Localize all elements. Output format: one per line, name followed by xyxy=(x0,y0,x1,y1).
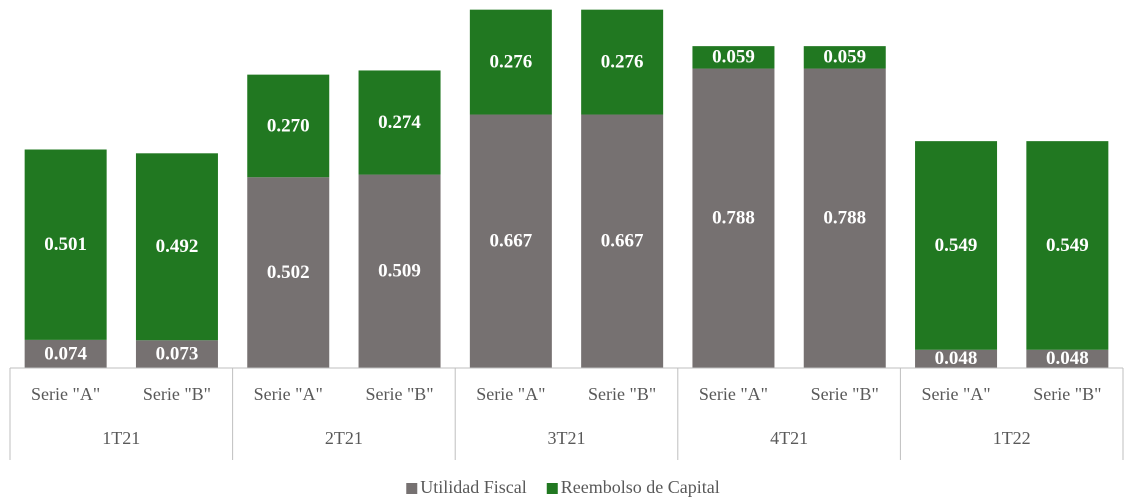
value-label: 0.276 xyxy=(601,51,644,72)
value-label: 0.074 xyxy=(44,343,87,364)
group-label: 1T21 xyxy=(102,428,140,448)
bar-segment xyxy=(692,68,775,368)
x-tick-label: Serie "B" xyxy=(588,384,656,404)
bar-segment xyxy=(1026,141,1109,350)
bar-segment xyxy=(247,177,330,368)
bar-segment xyxy=(358,174,441,368)
x-tick-label: Serie "A" xyxy=(476,384,545,404)
x-tick-label: Serie "A" xyxy=(31,384,100,404)
bar-segment xyxy=(581,9,664,115)
group-label: 1T22 xyxy=(993,428,1031,448)
x-tick-label: Serie "B" xyxy=(1033,384,1101,404)
x-tick-label: Serie "A" xyxy=(921,384,990,404)
x-tick-label: Serie "A" xyxy=(699,384,768,404)
group-label: 2T21 xyxy=(325,428,363,448)
value-label: 0.276 xyxy=(489,51,532,72)
value-label: 0.667 xyxy=(489,231,532,252)
bar-segment xyxy=(247,74,330,178)
group-label: 3T21 xyxy=(548,428,586,448)
x-tick-label: Serie "A" xyxy=(254,384,323,404)
legend-label: Utilidad Fiscal xyxy=(420,477,527,497)
bar-segment xyxy=(803,68,886,368)
bar-segment xyxy=(915,141,998,350)
value-label: 0.048 xyxy=(935,348,978,369)
x-tick-label: Serie "B" xyxy=(365,384,433,404)
legend-label: Reembolso de Capital xyxy=(561,477,720,497)
value-label: 0.073 xyxy=(156,343,199,364)
bar-segment xyxy=(915,349,998,368)
x-tick-label: Serie "B" xyxy=(143,384,211,404)
value-label: 0.549 xyxy=(935,235,978,256)
bar-segment xyxy=(692,46,775,69)
bar-segment xyxy=(135,153,218,341)
value-label: 0.059 xyxy=(712,47,755,68)
legend-swatch xyxy=(406,483,418,494)
group-label: 4T21 xyxy=(770,428,808,448)
value-label: 0.502 xyxy=(267,262,310,283)
value-label: 0.048 xyxy=(1046,348,1089,369)
bar-segment xyxy=(469,114,552,368)
value-label: 0.788 xyxy=(823,208,866,229)
value-label: 0.274 xyxy=(378,112,421,133)
value-label: 0.501 xyxy=(44,234,87,255)
legend-swatch xyxy=(546,483,558,494)
bar-segment xyxy=(24,149,107,340)
bar-segment xyxy=(24,339,107,368)
bar-segment xyxy=(581,114,664,368)
value-label: 0.059 xyxy=(823,47,866,68)
value-label: 0.667 xyxy=(601,231,644,252)
x-tick-label: Serie "B" xyxy=(811,384,879,404)
value-label: 0.492 xyxy=(156,236,199,257)
bar-segment xyxy=(469,9,552,115)
bar-segment xyxy=(1026,349,1109,368)
bar-segment xyxy=(358,70,441,175)
value-label: 0.788 xyxy=(712,208,755,229)
bar-segment xyxy=(803,46,886,69)
value-label: 0.549 xyxy=(1046,235,1089,256)
bar-segment xyxy=(135,340,218,368)
value-label: 0.270 xyxy=(267,115,310,136)
value-label: 0.509 xyxy=(378,261,421,282)
